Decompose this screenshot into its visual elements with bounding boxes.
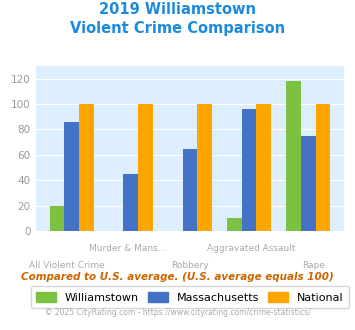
Bar — [138, 104, 153, 231]
Legend: Williamstown, Massachusetts, National: Williamstown, Massachusetts, National — [31, 286, 349, 308]
Text: 2019 Williamstown: 2019 Williamstown — [99, 2, 256, 16]
Bar — [50, 206, 64, 231]
Bar — [301, 136, 316, 231]
Text: © 2025 CityRating.com - https://www.cityrating.com/crime-statistics/: © 2025 CityRating.com - https://www.city… — [45, 308, 310, 317]
Bar — [316, 104, 330, 231]
Bar — [64, 122, 79, 231]
Text: Compared to U.S. average. (U.S. average equals 100): Compared to U.S. average. (U.S. average … — [21, 272, 334, 282]
Bar — [242, 109, 256, 231]
Text: Rape: Rape — [302, 261, 325, 270]
Bar — [79, 104, 94, 231]
Bar — [197, 104, 212, 231]
Text: All Violent Crime: All Violent Crime — [28, 261, 104, 270]
Bar — [227, 218, 242, 231]
Bar — [124, 174, 138, 231]
Bar — [182, 148, 197, 231]
Text: Robbery: Robbery — [171, 261, 209, 270]
Text: Aggravated Assault: Aggravated Assault — [207, 244, 296, 253]
Text: Violent Crime Comparison: Violent Crime Comparison — [70, 21, 285, 36]
Bar — [286, 81, 301, 231]
Bar — [256, 104, 271, 231]
Text: Murder & Mans...: Murder & Mans... — [89, 244, 167, 253]
